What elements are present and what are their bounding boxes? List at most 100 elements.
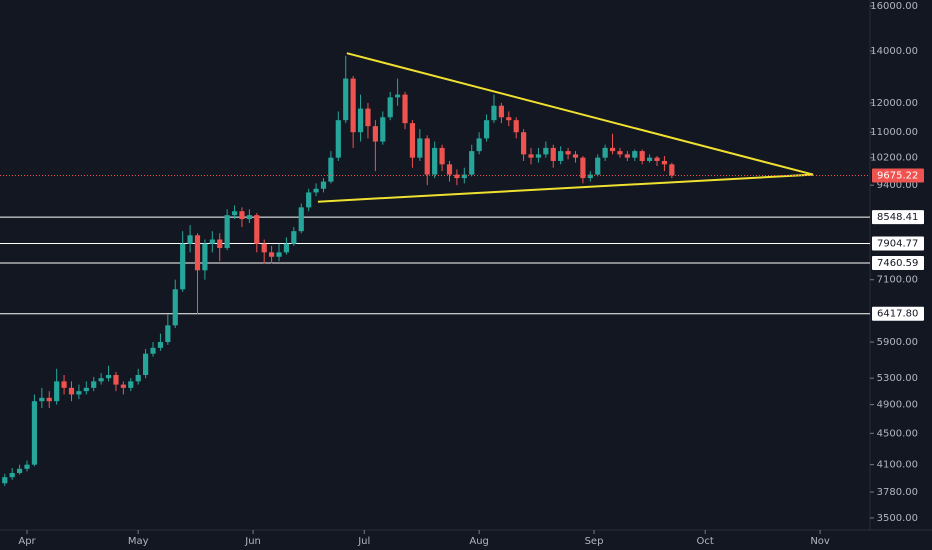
candle-body (105, 375, 112, 379)
candle-body (9, 472, 15, 478)
price-label-box (872, 168, 924, 183)
candle-body (46, 397, 52, 402)
candle-body (639, 151, 645, 161)
candle-body (276, 252, 282, 257)
candle-body (269, 252, 275, 257)
candle-body (76, 391, 82, 395)
candle-body (128, 381, 134, 388)
candle-body (165, 325, 171, 343)
candle-body (261, 243, 267, 253)
candle-body (402, 94, 408, 124)
level-label: 7904.77 (877, 239, 918, 250)
candle-body (395, 94, 401, 98)
candle-body (187, 235, 193, 244)
candle-body (231, 211, 238, 216)
candle-body (202, 243, 208, 271)
y-tick-label: 4900.00 (877, 400, 918, 411)
candle-body (313, 188, 319, 193)
candle-body (98, 378, 104, 382)
level-label-box (872, 236, 924, 251)
candle-body (417, 138, 423, 158)
candle-body (647, 157, 653, 161)
candle-body (372, 126, 378, 142)
candle-body (335, 120, 341, 158)
x-tick-label: Jun (244, 536, 261, 547)
candle-body (506, 117, 512, 121)
candle-body (469, 151, 475, 175)
x-tick-label: Nov (810, 536, 830, 547)
y-tick-label: 12000.00 (870, 98, 918, 109)
candle-body (535, 154, 542, 158)
candle-body (521, 132, 527, 155)
level-label-box (872, 210, 924, 225)
candle-body (68, 387, 75, 395)
candle-body (157, 342, 164, 348)
candle-body (54, 381, 60, 402)
candle-body (580, 157, 586, 179)
candle-body (39, 397, 45, 402)
candle-body (143, 353, 149, 376)
candle-body (409, 123, 416, 158)
candle-body (217, 239, 223, 249)
level-label: 7460.59 (877, 258, 918, 269)
candle-body (24, 464, 30, 469)
price-label: 9675.22 (877, 170, 918, 181)
candle-body (661, 160, 668, 165)
candle-body (498, 105, 504, 118)
candle-body (624, 154, 630, 158)
candle-body (543, 147, 549, 155)
candle-body (31, 401, 38, 465)
candle-body (446, 164, 453, 175)
y-tick-label: 3500.00 (877, 513, 918, 524)
level-label: 8548.41 (877, 212, 918, 223)
y-tick-label: 10200.00 (870, 153, 918, 164)
y-tick-label: 5900.00 (877, 337, 918, 348)
candle-body (528, 154, 534, 158)
candle-body (246, 215, 252, 220)
candle-body (17, 468, 23, 473)
candle-body (476, 138, 482, 152)
candle-body (2, 477, 8, 484)
candle-body (595, 157, 601, 175)
candle-body (209, 239, 215, 244)
candle-body (357, 108, 364, 133)
candle-body (513, 120, 519, 133)
candle-body (172, 289, 178, 326)
y-tick-label: 3780.00 (877, 487, 918, 498)
candle-body (306, 192, 312, 208)
candle-body (328, 157, 334, 182)
candle-body (572, 154, 579, 158)
candle-body (120, 384, 126, 388)
candle-body (180, 243, 186, 290)
x-tick-label: Apr (18, 536, 36, 547)
y-tick-label: 7100.00 (877, 275, 918, 286)
candle-body (61, 381, 67, 388)
y-tick-label: 4500.00 (877, 428, 918, 439)
candle-body (654, 157, 660, 161)
candle-body (565, 151, 571, 155)
candle-body (298, 207, 304, 232)
candle-body (150, 347, 156, 354)
candle-body (254, 215, 260, 244)
x-tick-label: Aug (469, 536, 489, 547)
candle-body (454, 174, 460, 179)
y-tick-label: 4100.00 (877, 460, 918, 471)
candle-body (291, 231, 297, 244)
candle-body (609, 147, 616, 152)
y-tick-label: 9400.00 (877, 180, 918, 191)
x-tick-label: Jul (357, 536, 370, 547)
candle-body (113, 375, 119, 385)
candle-body (432, 147, 438, 175)
candle-body (135, 375, 141, 382)
candle-body (602, 147, 608, 158)
candle-body (380, 117, 386, 142)
y-tick-label: 16000.00 (870, 1, 918, 12)
candle-body (343, 78, 349, 121)
x-tick-label: Sep (585, 536, 604, 547)
candle-body (550, 147, 556, 161)
level-label-box (872, 256, 924, 271)
trendline (346, 52, 814, 176)
candle-body (424, 138, 430, 175)
